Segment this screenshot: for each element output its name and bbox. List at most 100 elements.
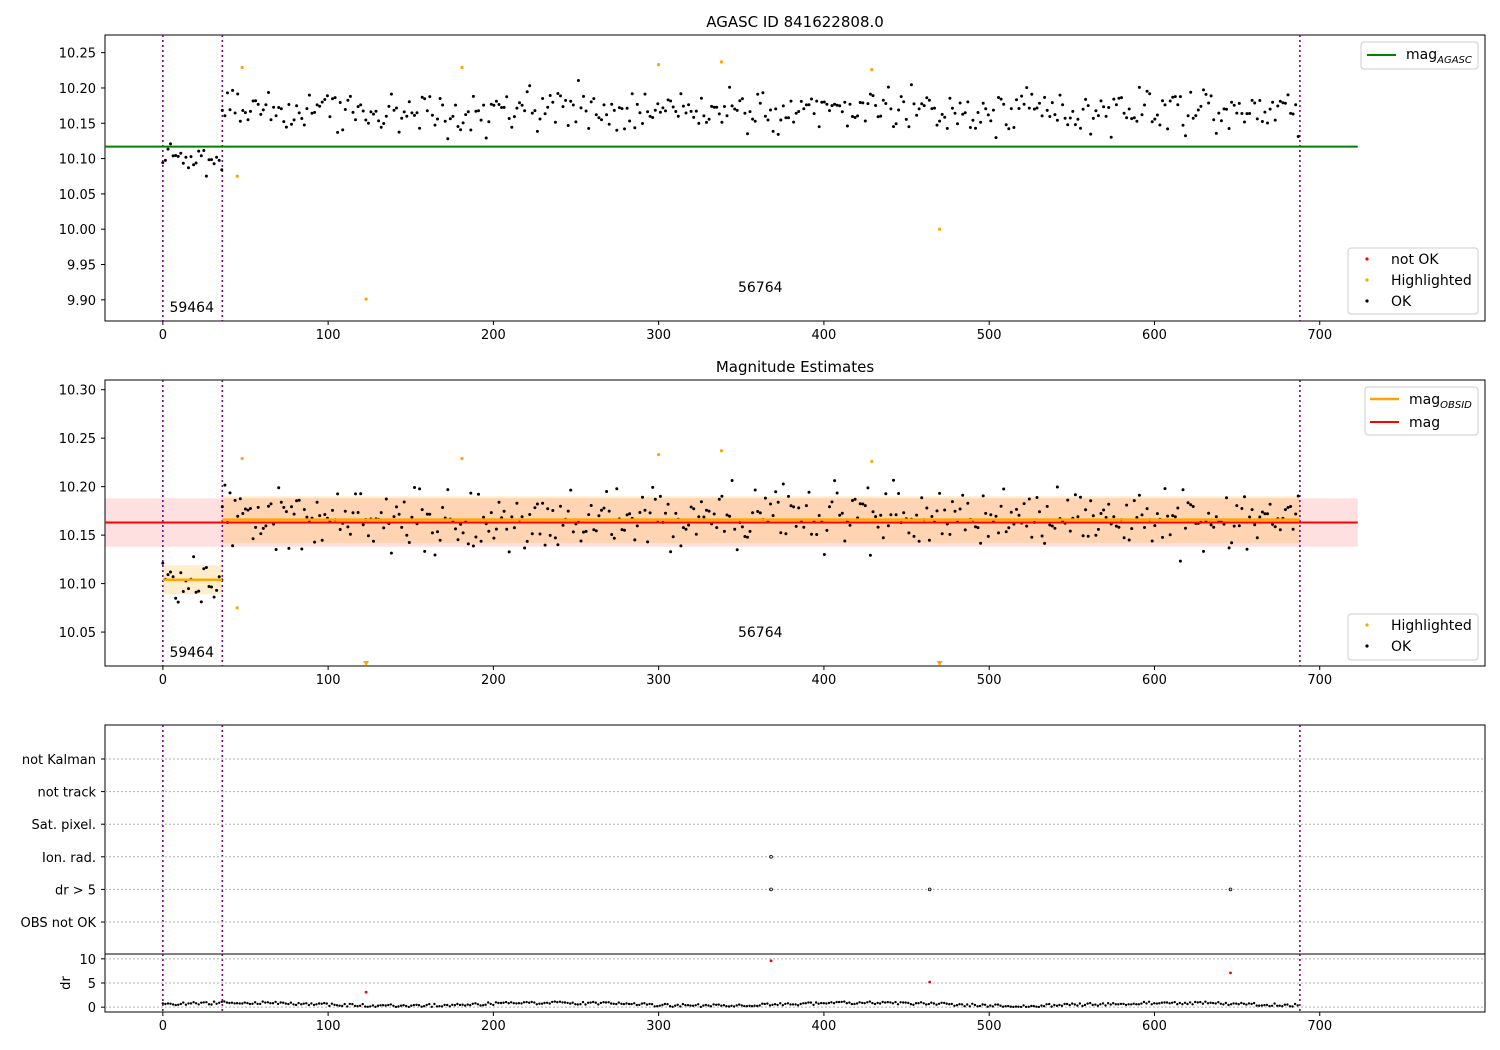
ok-point [407,100,411,104]
ok-point [548,533,552,537]
ok-point [612,536,616,540]
ok-point [515,106,519,110]
ok-point [651,485,655,489]
ok-point [169,142,172,146]
ok-point [215,588,219,592]
ok-point [927,538,931,542]
ok-point [641,495,644,499]
dr-point [323,1001,326,1005]
ok-point [687,523,691,527]
ok-point [402,110,406,114]
ok-point [559,504,562,508]
ok-point [897,108,901,112]
dr-point [515,1002,518,1005]
dr-point [1078,1002,1082,1005]
ok-point [740,525,744,529]
ok-point [669,550,673,554]
ok-point [1114,524,1118,528]
ok-point [1196,108,1200,112]
dr-point [891,1002,895,1005]
panel1-y-tick-label: 10.15 [59,117,96,132]
ok-point [807,490,811,494]
dr-point [702,1004,705,1007]
dr-point [397,1005,400,1008]
ok-point [395,106,398,110]
dr-point [832,1002,836,1005]
ok-point [930,107,934,111]
dr-point [215,1002,218,1005]
ok-point [715,105,719,109]
ok-point [187,587,190,591]
panel1-y-tick-label: 10.00 [59,223,96,238]
ok-point [1099,512,1103,515]
ok-point [423,97,427,101]
ok-point [925,506,929,510]
dr-point [1019,1005,1023,1009]
ok-point [1173,95,1177,99]
dr-point [1147,1000,1151,1003]
dr-point [694,1004,697,1007]
dr-point [1022,1004,1025,1007]
ok-point [933,106,936,110]
ok-point [551,100,555,104]
ok-point [681,526,685,530]
ok-point [1020,94,1024,98]
ok-point [505,527,509,531]
dr-point [1035,1005,1038,1008]
dr-point [287,1002,290,1006]
dr-point [1281,1005,1284,1008]
dr-point [435,1005,439,1008]
ok-point [728,514,732,518]
ok-point [715,526,719,530]
dr-point [384,1004,387,1007]
ok-point [466,110,470,114]
ok-point [512,526,516,530]
ok-point [702,515,706,519]
ok-point [307,93,311,97]
dr-point [412,1003,416,1007]
dr-point [684,1004,687,1007]
dr-point [594,1001,597,1004]
dr-point [1168,1002,1171,1005]
ok-point [192,555,196,559]
ok-point [935,509,939,513]
dr-point [907,1001,910,1005]
ok-point [720,120,724,124]
ok-point [733,107,737,111]
dr-point [1104,1004,1107,1007]
ok-point [466,542,470,546]
dr-point [276,1002,280,1006]
dr-point [609,1002,613,1005]
ok-point [561,105,565,109]
ok-point [661,106,665,110]
panel2-y-tick-label: 10.25 [59,432,96,447]
ok-point [674,110,678,113]
ok-point [781,104,785,108]
dr-point [889,1001,892,1004]
ok-point [830,104,834,108]
ok-point [1235,111,1239,115]
ok-point [722,529,726,533]
dr-point [241,1002,244,1005]
ok-point [566,509,570,513]
ok-point [1043,95,1047,99]
dr-point [1194,1000,1197,1004]
ok-point [582,94,585,98]
panel1-x-tick-label: 100 [316,328,341,343]
dr-point [225,1001,229,1004]
dr-point [909,1003,913,1006]
highlighted-point [460,456,464,461]
ok-point [548,94,552,97]
ok-point [666,98,670,102]
dr-point [1135,1003,1138,1006]
ok-point [1253,523,1257,527]
ok-point [835,103,839,107]
ok-point [817,125,821,129]
dr-point [656,1005,659,1008]
ok-point [415,111,419,115]
dr-point [727,1005,731,1008]
ok-point [259,112,263,116]
dr-point [264,1001,267,1004]
ok-point [525,539,529,543]
ok-point [428,95,432,99]
